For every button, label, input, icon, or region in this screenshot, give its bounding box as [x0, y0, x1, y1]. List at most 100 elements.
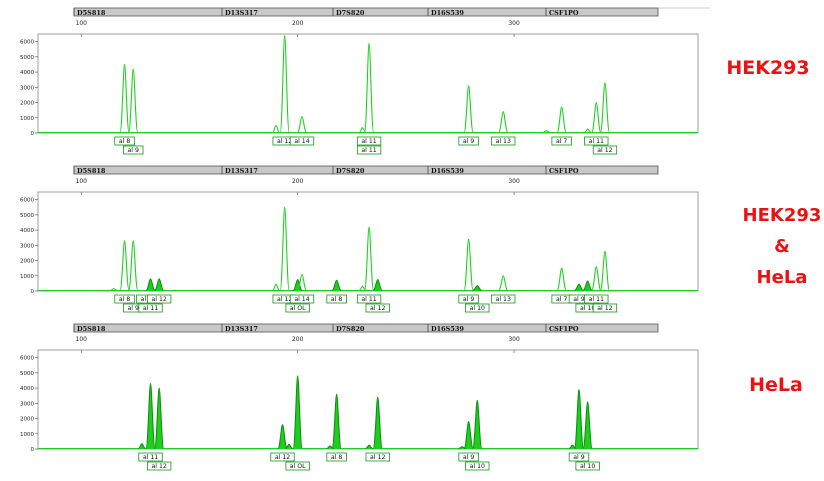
allele-label: al 10	[580, 305, 595, 312]
allele-label-box	[465, 461, 490, 471]
trace-peak	[458, 446, 466, 450]
marker-label: D7S820	[336, 325, 365, 333]
marker-label: CSF1PO	[549, 167, 579, 175]
sample-label-hela: HeLa	[724, 376, 824, 395]
allele-label-box	[575, 461, 600, 471]
y-tick-label: 0	[31, 447, 35, 453]
trace-peak	[568, 444, 577, 450]
marker-label: D13S317	[225, 167, 258, 175]
allele-label: al 8	[331, 454, 342, 461]
trace-peak	[364, 42, 375, 134]
allele-label-box	[458, 294, 479, 304]
trace-peak	[498, 111, 509, 134]
trace-peak	[372, 396, 383, 450]
allele-label: al 9	[463, 138, 474, 145]
allele-label-box	[592, 145, 618, 155]
allele-label: al 11	[143, 305, 158, 312]
allele-label: al 11	[143, 454, 158, 461]
allele-label-box	[458, 452, 479, 462]
allele-label-box	[356, 136, 382, 146]
trace-peak	[154, 278, 164, 292]
sample-label-line: &	[774, 236, 790, 257]
allele-label-box	[465, 303, 490, 313]
trace-peak	[472, 285, 482, 292]
allele-label: al 12	[277, 296, 292, 303]
allele-label-box	[285, 461, 310, 471]
sample-label-line: HEK293	[726, 57, 810, 79]
y-tick-label: 4000	[20, 228, 34, 234]
allele-label-box	[270, 452, 295, 462]
allele-label: al 9	[128, 305, 139, 312]
y-tick-label: 0	[31, 289, 35, 295]
allele-label: al 12	[597, 147, 612, 154]
trace-peak	[272, 283, 280, 292]
allele-label: al 9	[463, 454, 474, 461]
sample-label-mixed: HEK293 & HeLa	[730, 200, 824, 293]
allele-label: al 11	[589, 296, 604, 303]
trace-peak	[358, 285, 367, 292]
trace-peak	[296, 273, 308, 292]
trace-peak	[272, 124, 280, 134]
marker-label: CSF1PO	[549, 325, 579, 333]
marker-label: D5S818	[77, 9, 106, 17]
trace-peak	[285, 443, 293, 450]
y-tick-label: 1000	[20, 274, 34, 280]
allele-label-box	[356, 294, 382, 304]
allele-label-box	[147, 461, 172, 471]
allele-label: al OL	[290, 305, 306, 312]
trace-peak	[128, 240, 139, 292]
trace-peak	[599, 250, 610, 292]
trace-peak	[128, 68, 139, 134]
allele-label: al 9	[128, 147, 139, 154]
allele-label: al 12	[370, 305, 385, 312]
y-tick-label: 1000	[20, 116, 34, 122]
allele-label: al 9	[573, 454, 584, 461]
allele-label: al 13	[496, 296, 511, 303]
allele-label: al 12	[277, 138, 292, 145]
allele-label: al 12	[152, 296, 167, 303]
trace-peak	[591, 266, 602, 292]
y-tick-label: 2000	[20, 259, 34, 265]
allele-label-box	[138, 452, 163, 462]
allele-label-box	[138, 303, 163, 313]
y-tick-label: 6000	[20, 198, 34, 204]
y-tick-label: 6000	[20, 356, 34, 362]
allele-label-box	[356, 145, 382, 155]
marker-label: D13S317	[225, 325, 258, 333]
trace-peak	[542, 130, 551, 134]
marker-label: D7S820	[336, 167, 365, 175]
trace-peak	[372, 279, 383, 292]
allele-label: al 12	[597, 305, 612, 312]
y-tick-label: 2000	[20, 101, 34, 107]
y-tick-label: 5000	[20, 55, 34, 61]
trace-peak	[292, 279, 303, 292]
allele-label-box	[491, 136, 516, 146]
trace-peak	[119, 240, 130, 292]
x-tick-label: 300	[508, 20, 520, 27]
allele-label-box	[289, 136, 315, 146]
allele-label-box	[365, 452, 390, 462]
y-tick-label: 5000	[20, 213, 34, 219]
trace-peak	[591, 101, 602, 134]
trace-peak	[331, 393, 342, 450]
trace-peak	[599, 82, 610, 134]
allele-label: al 14	[294, 138, 309, 145]
y-tick-label: 3000	[20, 401, 34, 407]
x-tick-label: 100	[76, 336, 88, 343]
trace-peak	[145, 278, 156, 292]
x-tick-label: 100	[76, 178, 88, 185]
allele-label: al 12	[275, 454, 290, 461]
allele-label-box	[592, 303, 618, 313]
allele-label: al 11	[589, 138, 604, 145]
allele-label-box	[365, 303, 390, 313]
x-tick-label: 200	[292, 178, 304, 185]
x-tick-label: 100	[76, 20, 88, 27]
trace-peak	[296, 115, 308, 134]
allele-label: al 10	[470, 305, 485, 312]
marker-label: D5S818	[77, 167, 106, 175]
marker-label: D16S539	[431, 167, 464, 175]
allele-label: al 14	[294, 296, 309, 303]
plot-frame	[37, 33, 699, 134]
allele-label: al 10	[580, 463, 595, 470]
